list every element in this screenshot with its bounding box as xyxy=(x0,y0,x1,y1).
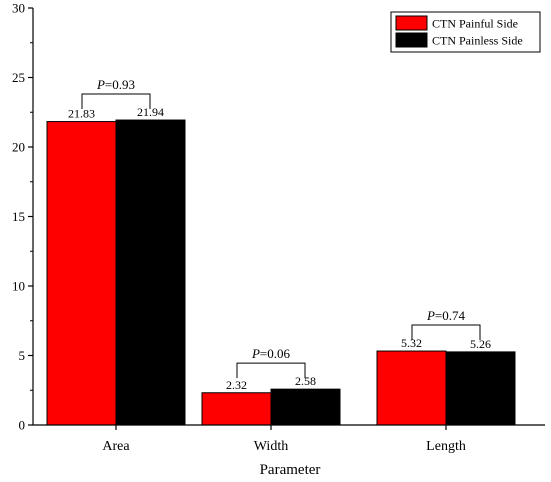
bar-length-series-2 xyxy=(446,352,515,425)
bar-area-series-1 xyxy=(47,122,116,425)
p-symbol: P xyxy=(96,77,105,92)
p-symbol: P xyxy=(251,346,260,361)
p-symbol: P xyxy=(426,308,435,323)
y-tick-label: 10 xyxy=(12,279,25,294)
legend-swatch-series-2 xyxy=(396,33,427,47)
p-value: =0.74 xyxy=(435,308,466,323)
p-value-label: P=0.06 xyxy=(251,346,291,361)
y-tick-label: 15 xyxy=(12,209,25,224)
bar-width-series-2 xyxy=(271,389,340,425)
y-tick-label: 5 xyxy=(19,348,26,363)
p-value-label: P=0.93 xyxy=(96,77,135,92)
bar-area-series-2 xyxy=(116,120,185,425)
p-value: =0.06 xyxy=(260,346,291,361)
p-value: =0.93 xyxy=(105,77,135,92)
legend-swatch-series-1 xyxy=(396,16,427,30)
legend-label-series-1: CTN Painful Side xyxy=(432,17,518,31)
y-tick-label: 25 xyxy=(12,70,25,85)
value-label: 2.32 xyxy=(226,378,247,392)
legend: CTN Painful Side CTN Painless Side xyxy=(391,12,540,52)
y-tick-label: 20 xyxy=(12,140,25,155)
x-tick-label: Width xyxy=(254,439,288,454)
p-value-label: P=0.74 xyxy=(426,308,466,323)
bar-width-series-1 xyxy=(202,393,271,425)
x-axis-title: Parameter xyxy=(260,462,321,478)
x-tick-label: Area xyxy=(102,439,130,454)
legend-label-series-2: CTN Painless Side xyxy=(432,34,523,48)
bar-length-series-1 xyxy=(377,351,446,425)
x-tick-label: Length xyxy=(426,439,466,454)
y-tick-label: 0 xyxy=(19,418,26,433)
y-tick-label: 30 xyxy=(12,1,25,16)
